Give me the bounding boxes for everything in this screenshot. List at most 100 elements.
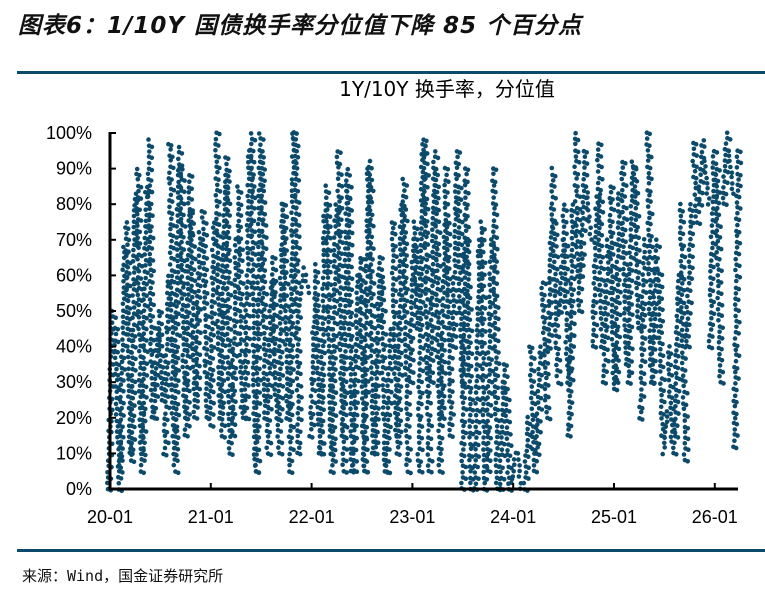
data-point [315,365,320,371]
data-point [572,164,577,170]
data-point [344,178,349,183]
data-point [420,390,425,396]
data-point [237,331,243,337]
data-point [243,365,248,370]
data-point [179,250,184,256]
data-point [296,364,301,370]
data-point [127,283,133,289]
data-point [146,217,152,223]
data-point [295,422,300,427]
data-point [507,419,513,425]
data-point [405,451,411,457]
data-point [529,406,535,412]
data-point [572,199,578,204]
data-point [292,217,298,222]
data-point [333,436,338,442]
data-point [265,434,271,439]
data-point [428,413,433,418]
data-point [424,151,430,156]
data-point [119,359,125,365]
data-point [275,422,281,428]
data-point [387,348,393,354]
data-point [291,424,297,430]
data-point [190,364,196,370]
data-point [376,383,381,389]
data-point [204,340,209,346]
data-point [525,426,530,432]
data-point [385,417,391,423]
data-point [490,301,496,306]
data-point [355,400,361,406]
data-point [283,226,289,231]
data-point [348,314,353,320]
data-point [273,256,278,261]
data-point [283,203,289,208]
data-point [293,296,299,302]
data-point [429,351,434,357]
data-point [268,394,273,400]
data-point [530,429,535,435]
data-point [169,177,174,182]
data-point [442,205,448,210]
data-point [466,249,472,255]
data-point [197,318,202,323]
data-point [562,248,567,253]
data-point [298,371,303,377]
data-point [130,361,136,367]
data-point [594,333,599,339]
data-point [238,213,244,218]
data-point [491,240,496,246]
data-point [216,222,222,227]
data-point [250,267,256,273]
data-point [121,413,126,418]
data-point [125,298,131,304]
data-point [435,246,440,252]
data-point [473,401,478,406]
data-point [425,242,431,247]
data-point [189,283,194,289]
data-point [115,339,121,345]
data-point [270,317,276,323]
data-point [190,294,195,300]
data-point [358,317,363,323]
data-point [542,304,548,309]
data-point [243,330,248,336]
data-point [251,336,257,342]
data-point [283,308,288,314]
data-point [465,202,470,208]
data-point [479,287,485,293]
data-point [202,306,207,311]
data-point [467,317,473,323]
data-point [358,328,363,333]
data-point [495,246,500,252]
data-point [372,326,378,331]
data-point [482,272,487,278]
data-point [428,446,434,452]
data-point [225,229,231,235]
data-point [225,320,230,326]
data-point [344,424,350,430]
data-point [270,260,275,266]
data-point [468,363,474,369]
data-point [259,193,265,199]
data-point [416,463,422,469]
data-point [171,462,177,468]
data-point [195,310,201,316]
data-point [491,195,497,200]
data-point [491,286,497,292]
data-point [544,375,549,381]
data-point [385,405,391,411]
data-point [299,407,304,412]
data-point [369,343,375,348]
data-point [479,344,485,349]
data-point [125,226,131,231]
data-point [303,278,308,284]
data-point [386,459,392,464]
chart-title: 1Y/10Y 换手率，分位值 [339,77,555,101]
data-point [337,347,343,353]
data-point [238,236,244,242]
data-point [313,400,318,406]
data-point [488,469,493,475]
data-point [141,410,147,416]
data-point [157,336,162,341]
